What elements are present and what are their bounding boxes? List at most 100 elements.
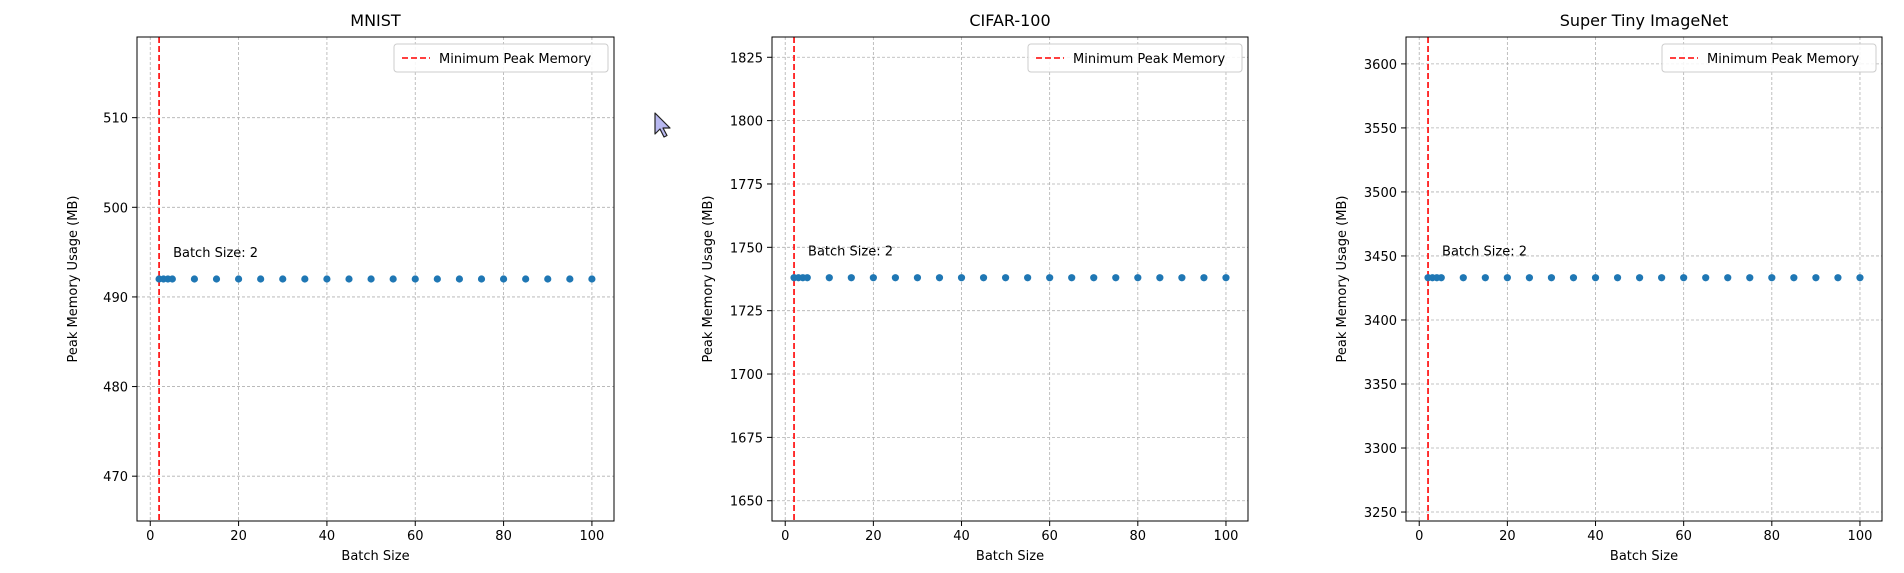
y-tick-label: 490 <box>103 291 128 306</box>
data-point <box>1046 274 1054 282</box>
legend: Minimum Peak Memory <box>1661 43 1877 73</box>
data-point <box>1222 274 1230 282</box>
data-point <box>1658 274 1666 282</box>
x-tick-label: 0 <box>781 529 789 544</box>
data-point <box>847 274 855 282</box>
data-point <box>1068 274 1076 282</box>
data-point <box>433 275 441 283</box>
data-point <box>1001 274 1010 282</box>
x-tick-label: 80 <box>1764 529 1781 544</box>
legend-box <box>1027 43 1243 73</box>
legend: Minimum Peak Memory <box>1027 43 1243 73</box>
x-tick-label: 40 <box>1587 529 1604 544</box>
y-tick-label: 3350 <box>1364 378 1397 393</box>
chart-title: MNIST <box>350 11 401 30</box>
data-point <box>1702 274 1710 282</box>
x-tick-label: 80 <box>495 529 512 544</box>
data-point <box>367 275 375 283</box>
data-point <box>913 274 922 282</box>
x-tick-label: 60 <box>1675 529 1692 544</box>
data-point <box>1134 274 1142 282</box>
data-point <box>455 275 464 283</box>
axes-frame <box>1405 36 1883 522</box>
data-point <box>1746 274 1754 282</box>
x-tick-label: 20 <box>230 529 247 544</box>
data-point <box>891 274 900 282</box>
y-axis-label: Peak Memory Usage (MB) <box>66 196 81 363</box>
y-tick-label: 1675 <box>730 431 763 446</box>
legend: Minimum Peak Memory <box>393 43 609 73</box>
pointer-arrow-icon <box>654 112 674 142</box>
data-point <box>979 274 988 282</box>
data-point <box>168 275 176 283</box>
data-point <box>190 275 199 283</box>
data-point <box>588 275 596 283</box>
legend-label: Minimum Peak Memory <box>439 52 592 67</box>
data-point <box>1680 274 1688 282</box>
data-point <box>477 275 486 283</box>
chart-title: CIFAR-100 <box>969 11 1050 30</box>
data-point <box>1724 274 1732 282</box>
x-tick-label: 100 <box>580 529 605 544</box>
x-tick-label: 60 <box>407 529 424 544</box>
y-tick-label: 3300 <box>1364 442 1397 457</box>
y-axis-label: Peak Memory Usage (MB) <box>701 196 716 363</box>
data-point <box>411 275 419 283</box>
y-tick-label: 500 <box>103 201 128 216</box>
data-point <box>1437 274 1445 282</box>
data-point <box>323 275 331 283</box>
data-point <box>1503 274 1511 282</box>
data-point <box>544 275 552 283</box>
data-point <box>1200 274 1208 282</box>
data-point <box>301 275 309 283</box>
y-tick-label: 1700 <box>730 368 763 383</box>
data-point <box>1024 274 1032 282</box>
data-point <box>1481 274 1489 282</box>
data-point <box>1768 274 1776 282</box>
legend-label: Minimum Peak Memory <box>1073 52 1226 67</box>
data-point <box>522 275 530 283</box>
annotation-label: Batch Size: 2 <box>808 245 893 260</box>
data-point <box>935 274 944 282</box>
x-tick-label: 20 <box>865 529 882 544</box>
data-point <box>1156 274 1164 282</box>
y-tick-label: 480 <box>103 381 128 396</box>
x-tick-label: 100 <box>1214 529 1239 544</box>
data-point <box>1569 274 1578 282</box>
x-axis-label: Batch Size <box>1610 549 1678 564</box>
y-tick-label: 510 <box>103 112 128 127</box>
data-point <box>1635 274 1644 282</box>
data-point <box>1856 274 1864 282</box>
data-point <box>389 275 397 283</box>
data-point <box>803 274 811 282</box>
data-point <box>1834 274 1842 282</box>
x-tick-label: 40 <box>953 529 970 544</box>
x-tick-label: 80 <box>1130 529 1147 544</box>
data-point <box>957 274 966 282</box>
data-point <box>257 275 265 283</box>
data-point <box>825 274 833 282</box>
x-axis-label: Batch Size <box>976 549 1044 564</box>
data-point <box>1790 274 1798 282</box>
data-point <box>1613 274 1622 282</box>
x-tick-label: 40 <box>319 529 336 544</box>
data-point <box>1112 274 1120 282</box>
x-axis-label: Batch Size <box>341 549 409 564</box>
legend-box <box>393 43 609 73</box>
data-point <box>345 275 353 283</box>
x-tick-label: 0 <box>146 529 154 544</box>
y-tick-label: 3400 <box>1364 314 1397 329</box>
chart-panel-2: 0 20 40 60 80 100 1650 1675 1700 1725 1750 1775 1800… <box>701 11 1249 564</box>
chart-panel-3: 0 20 40 60 80 100 3250 3300 3350 3400 3450 3500 3550… <box>1335 11 1883 564</box>
data-point <box>1591 274 1600 282</box>
data-point <box>869 274 877 282</box>
y-tick-label: 1750 <box>730 241 763 256</box>
chart-panel-1: 0 20 40 60 80 100 470 480 490 500 510 Batch Size: 2… <box>66 11 615 564</box>
y-tick-label: 3450 <box>1364 250 1397 265</box>
x-tick-label: 20 <box>1499 529 1516 544</box>
annotation-label: Batch Size: 2 <box>173 246 258 261</box>
annotation-label: Batch Size: 2 <box>1442 245 1527 260</box>
legend-label: Minimum Peak Memory <box>1707 52 1860 67</box>
data-point <box>1459 274 1467 282</box>
